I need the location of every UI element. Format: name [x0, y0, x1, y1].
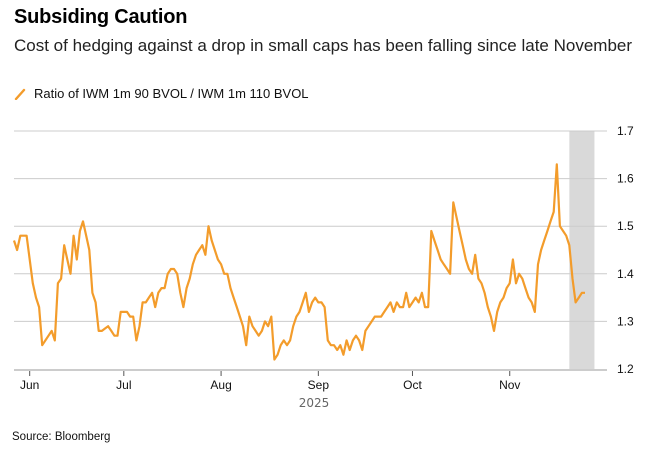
x-tick-label: Jun: [20, 378, 39, 392]
chart-subtitle: Cost of hedging against a drop in small …: [14, 36, 633, 55]
source-note: Source: Bloomberg: [12, 431, 111, 443]
chart-title: Subsiding Caution: [14, 6, 188, 28]
y-tick-label: 1.5: [617, 219, 634, 233]
x-axis-label: 2025: [299, 396, 330, 410]
legend-label: Ratio of IWM 1m 90 BVOL / IWM 1m 110 BVO…: [34, 86, 309, 101]
series-line: [12, 163, 585, 361]
x-tick-label: Oct: [403, 378, 422, 392]
y-tick-label: 1.4: [617, 267, 634, 281]
legend-line-icon: [14, 88, 26, 100]
x-tick-label: Nov: [499, 378, 520, 392]
shaded-region: [569, 131, 595, 369]
x-tick-label: Jul: [116, 378, 131, 392]
y-tick-label: 1.2: [617, 362, 634, 376]
y-tick-label: 1.7: [617, 124, 634, 138]
y-tick-label: 1.3: [617, 314, 634, 328]
y-tick-label: 1.6: [617, 172, 634, 186]
x-tick-label: Sep: [308, 378, 330, 392]
legend: Ratio of IWM 1m 90 BVOL / IWM 1m 110 BVO…: [14, 86, 309, 101]
x-tick-label: Aug: [210, 378, 231, 392]
